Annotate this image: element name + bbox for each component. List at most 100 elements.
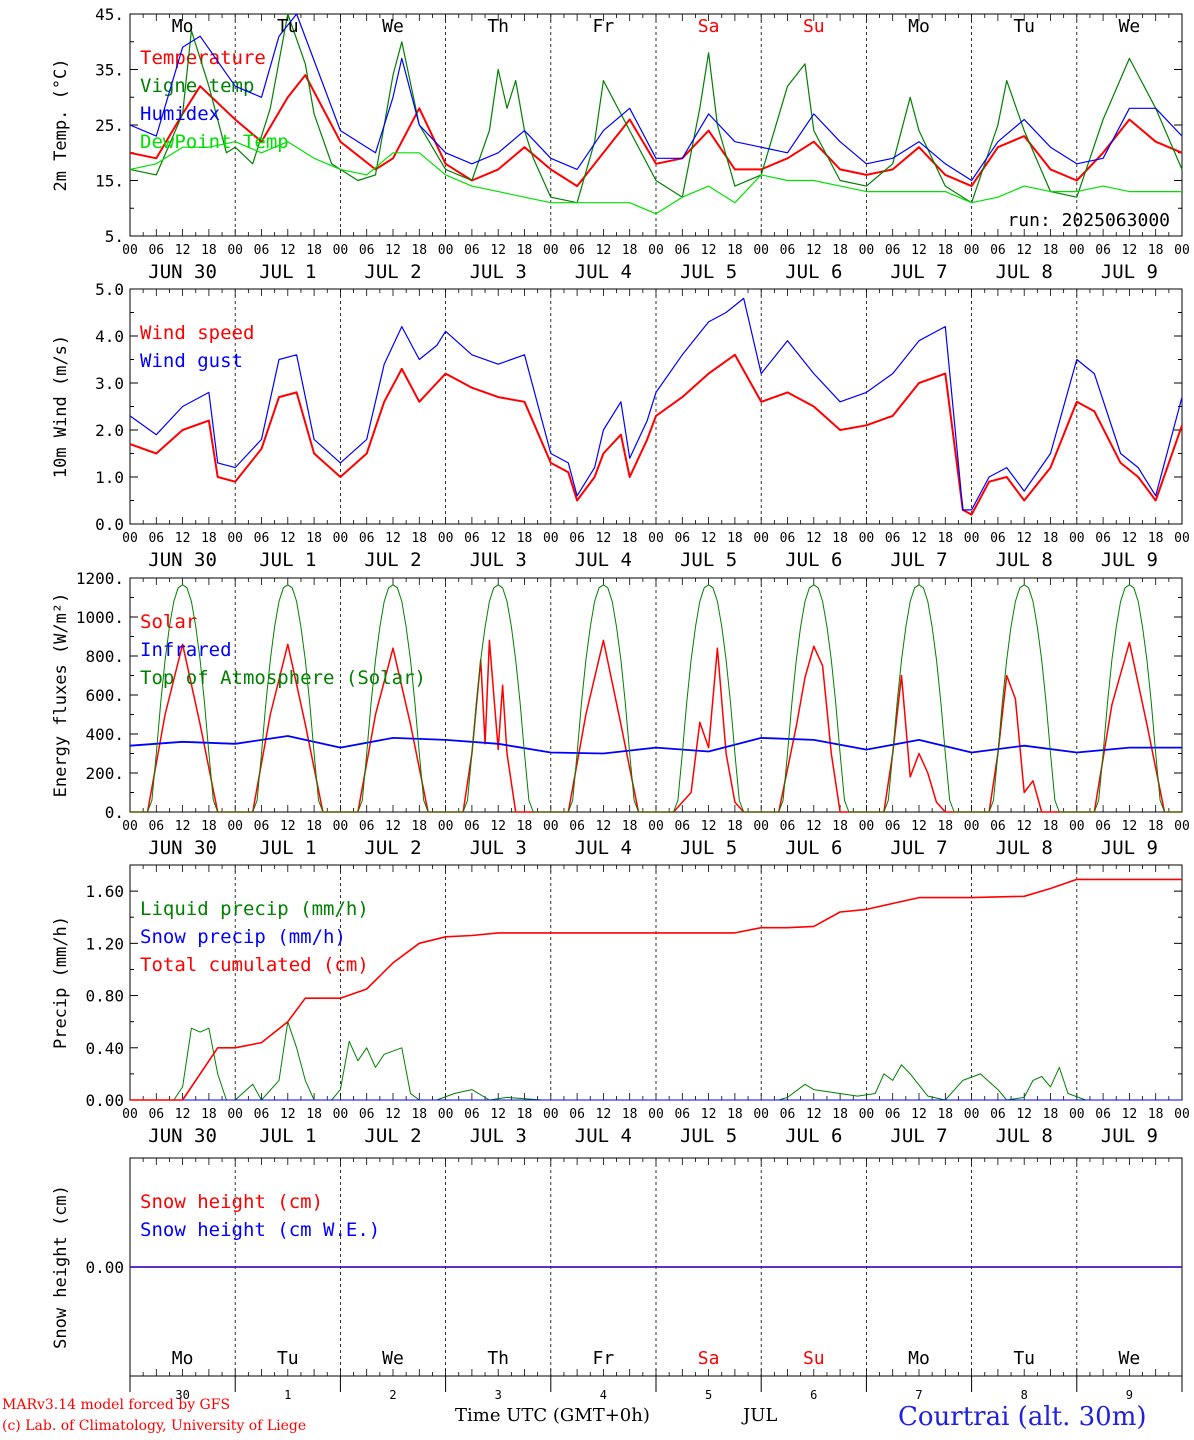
hour-tick-label: 06	[569, 531, 585, 546]
hour-tick-label: 18	[201, 531, 217, 546]
hour-tick-label: 12	[701, 531, 717, 546]
date-label: JUL 2	[364, 549, 421, 571]
day-number: 3	[495, 1388, 502, 1402]
hour-tick-label: 12	[175, 243, 191, 258]
hour-tick-label: 06	[885, 243, 901, 258]
hour-tick-label: 12	[490, 243, 506, 258]
hour-tick-label: 06	[569, 1107, 585, 1122]
date-label: JUL 1	[259, 1125, 316, 1147]
hour-tick-label: 18	[622, 243, 638, 258]
hour-tick-label: 06	[359, 243, 375, 258]
hour-tick-label: 06	[990, 531, 1006, 546]
day-name: Sa	[698, 1348, 720, 1369]
y-tick-label: 0.	[105, 803, 124, 822]
date-label: JUN 30	[148, 837, 217, 859]
y-axis-title: 2m Temp. (°C)	[51, 58, 71, 191]
day-number: 6	[810, 1388, 817, 1402]
day-number: 7	[915, 1388, 922, 1402]
hour-tick-label: 12	[596, 531, 612, 546]
y-tick-label: 5.	[105, 227, 124, 246]
hour-tick-label: 06	[990, 243, 1006, 258]
day-number: 9	[1126, 1388, 1133, 1402]
hour-tick-label: 18	[1148, 531, 1164, 546]
hour-tick-label: 18	[727, 819, 743, 834]
hour-tick-label: 00	[964, 1107, 980, 1122]
hour-tick-label: 18	[727, 243, 743, 258]
hour-tick-label: 06	[674, 1107, 690, 1122]
date-label: JUL 7	[890, 837, 947, 859]
day-name: Mo	[908, 1348, 930, 1369]
date-label: JUL 2	[364, 837, 421, 859]
hour-tick-label: 12	[701, 243, 717, 258]
hour-tick-label: 06	[780, 243, 796, 258]
y-tick-label: 2.0	[95, 421, 124, 440]
hour-tick-label: 18	[411, 531, 427, 546]
series-line-dewpoint-temp	[129, 141, 1182, 215]
series-line-vigne-temp	[129, 13, 1183, 204]
series-line-liquid-precip-mm-h	[130, 1021, 1182, 1101]
hour-tick-label: 00	[227, 243, 243, 258]
hour-tick-label: 12	[806, 243, 822, 258]
hour-tick-label: 00	[859, 1107, 875, 1122]
hour-tick-label: 00	[543, 531, 559, 546]
legend-entry: DewPoint Temp	[140, 131, 289, 153]
date-label: JUL 6	[785, 1125, 842, 1147]
hour-tick-label: 12	[385, 243, 401, 258]
series-line-infrared	[129, 735, 1182, 755]
hour-tick-label: 06	[569, 819, 585, 834]
y-tick-label: 0.0	[95, 515, 124, 534]
day-name: Tu	[1013, 16, 1035, 37]
y-tick-label: 1.60	[85, 882, 124, 901]
date-label: JUL 1	[259, 549, 316, 571]
hour-tick-label: 12	[490, 531, 506, 546]
hour-tick-label: 06	[885, 531, 901, 546]
hour-tick-label: 00	[1069, 819, 1085, 834]
hour-tick-label: 00	[543, 1107, 559, 1122]
date-label: JUL 4	[575, 837, 632, 859]
hour-tick-label: 00	[543, 243, 559, 258]
hour-tick-label: 00	[753, 1107, 769, 1122]
hour-tick-label: 06	[148, 1107, 164, 1122]
hour-tick-label: 06	[148, 243, 164, 258]
hour-tick-label: 18	[832, 243, 848, 258]
hour-tick-label: 06	[254, 1107, 270, 1122]
hour-tick-label: 00	[859, 531, 875, 546]
hour-tick-label: 12	[175, 1107, 191, 1122]
hour-tick-label: 06	[464, 243, 480, 258]
date-label: JUL 3	[470, 549, 527, 571]
legend-entry: Solar	[140, 611, 197, 633]
hour-tick-label: 18	[411, 819, 427, 834]
legend-entry: Snow height (cm W.E.)	[140, 1219, 380, 1241]
run-label: run: 2025063000	[1007, 210, 1170, 231]
y-tick-label: 400.	[85, 725, 124, 744]
hour-tick-label: 12	[385, 1107, 401, 1122]
hour-tick-label: 00	[227, 819, 243, 834]
day-number: 8	[1021, 1388, 1028, 1402]
hour-tick-label: 00	[543, 819, 559, 834]
y-tick-label: 3.0	[95, 374, 124, 393]
hour-tick-label: 12	[1016, 531, 1032, 546]
hour-tick-label: 18	[937, 531, 953, 546]
hour-tick-label: 06	[674, 243, 690, 258]
series-line-total-cumulated-cm	[130, 878, 1182, 1101]
hour-tick-label: 18	[306, 1107, 322, 1122]
hour-tick-label: 18	[201, 819, 217, 834]
hour-tick-label: 06	[464, 531, 480, 546]
hour-tick-label: 12	[596, 819, 612, 834]
station-name: Courtrai (alt. 30m)	[898, 1402, 1147, 1432]
day-name: Tu	[1013, 1348, 1035, 1369]
day-name: Fr	[593, 16, 615, 37]
day-name: Mo	[172, 1348, 194, 1369]
day-name: Mo	[172, 16, 194, 37]
hour-tick-label: 06	[885, 819, 901, 834]
date-label: JUL 3	[470, 1125, 527, 1147]
y-tick-label: 0.80	[85, 987, 124, 1006]
hour-tick-label: 12	[701, 819, 717, 834]
hour-tick-label: 06	[885, 1107, 901, 1122]
hour-tick-label: 18	[727, 1107, 743, 1122]
hour-tick-label: 00	[333, 531, 349, 546]
hour-tick-label: 18	[201, 1107, 217, 1122]
hour-tick-label: 18	[517, 819, 533, 834]
hour-tick-label: 00	[438, 819, 454, 834]
